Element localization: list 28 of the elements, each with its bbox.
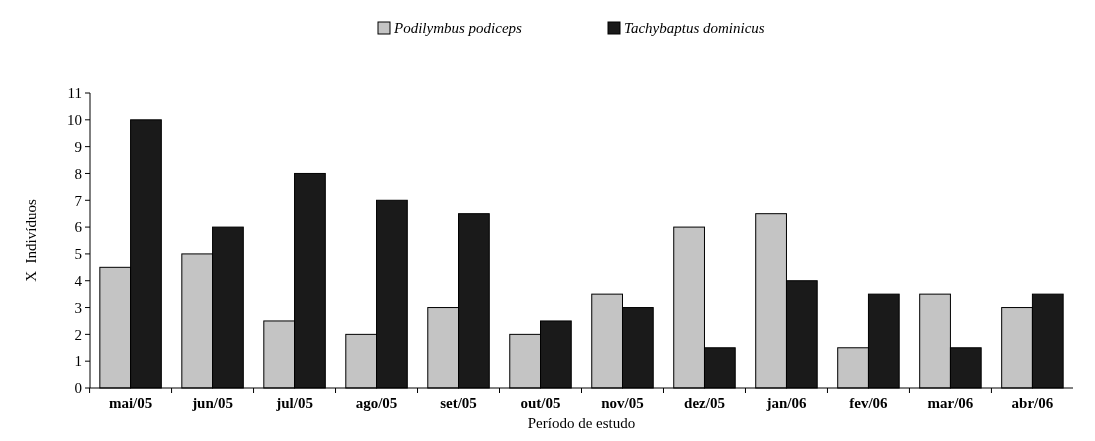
y-tick-label: 0 xyxy=(74,380,82,397)
x-tick-label: abr/06 xyxy=(1011,395,1054,411)
x-tick-label: out/05 xyxy=(520,395,561,411)
y-tick-label: 7 xyxy=(74,192,83,209)
y-tick-label: 9 xyxy=(74,138,82,155)
legend-label: Tachybaptus dominicus xyxy=(624,20,765,36)
y-tick-label: 1 xyxy=(74,353,82,370)
y-tick-label: 10 xyxy=(67,112,82,129)
x-tick-label: mai/05 xyxy=(108,395,153,411)
x-tick-label: dez/05 xyxy=(684,395,725,411)
x-tick-label: fev/06 xyxy=(849,395,889,411)
x-tick-label: nov/05 xyxy=(601,395,644,411)
x-tick-label: jan/06 xyxy=(765,395,807,411)
y-tick-label: 2 xyxy=(74,326,82,343)
y-tick-label: 3 xyxy=(74,299,82,316)
x-tick-label: jun/05 xyxy=(191,395,233,411)
y-tick-label: 11 xyxy=(67,85,82,102)
y-tick-label: 5 xyxy=(74,246,82,263)
y-tick-label: 6 xyxy=(74,219,83,236)
x-tick-label: jul/05 xyxy=(275,395,313,411)
y-tick-label: 4 xyxy=(74,272,83,289)
x-tick-label: mar/06 xyxy=(927,395,974,411)
x-tick-label: set/05 xyxy=(440,395,477,411)
legend-label: Podilymbus podiceps xyxy=(393,20,523,36)
x-axis-title: Período de estudo xyxy=(527,415,636,431)
y-tick-label: 8 xyxy=(74,165,82,182)
x-tick-label: ago/05 xyxy=(355,395,398,411)
y-axis-title: X Indivíduos xyxy=(23,199,39,282)
